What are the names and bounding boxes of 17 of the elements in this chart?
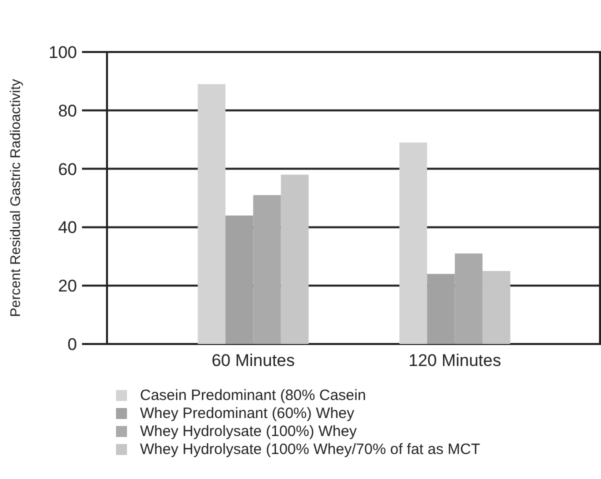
y-tick-label: 0: [68, 334, 77, 354]
y-tick-label: 60: [58, 160, 77, 179]
legend-label: Whey Hydrolysate (100%) Whey: [140, 423, 358, 440]
x-tick-label: 120 Minutes: [408, 351, 502, 370]
y-tick-label: 100: [48, 42, 77, 62]
bar: [399, 142, 428, 344]
legend-label: Casein Predominant (80% Casein: [140, 387, 366, 404]
y-axis-title: Percent Residual Gastric Radioactivity: [7, 78, 23, 318]
legend-label: Whey Predominant (60%) Whey: [140, 405, 355, 422]
bar: [198, 84, 226, 344]
bar: [482, 271, 510, 344]
y-tick-label: 20: [58, 276, 77, 296]
x-tick-label: 60 Minutes: [212, 351, 295, 370]
bar: [280, 174, 309, 344]
legend-label: Whey Hydrolysate (100% Whey/70% of fat as MCT: [140, 441, 480, 458]
y-tick-label: 80: [58, 101, 77, 120]
y-tick-label: 40: [58, 218, 77, 238]
